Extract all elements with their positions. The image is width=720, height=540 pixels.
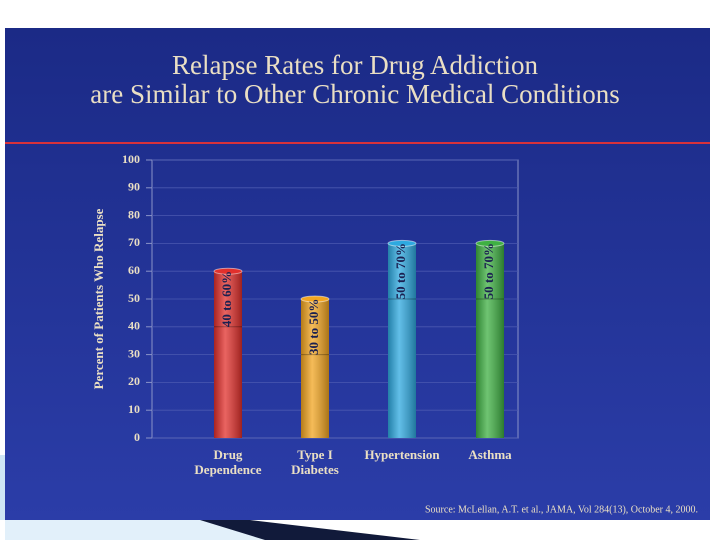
y-tick-label: 40 bbox=[128, 319, 140, 333]
x-tick-label: Dependence bbox=[194, 462, 261, 477]
bar-cap bbox=[387, 239, 417, 247]
data-label: 50 to 70% bbox=[393, 243, 408, 299]
y-tick-label: 10 bbox=[128, 402, 140, 416]
y-tick-label: 100 bbox=[122, 152, 140, 166]
x-tick-label: Type I bbox=[297, 447, 333, 462]
title-line: are Similar to Other Chronic Medical Con… bbox=[90, 79, 619, 109]
bar-shade bbox=[301, 299, 329, 438]
decoration bbox=[5, 520, 270, 540]
bar-shade bbox=[388, 243, 416, 438]
x-tick-label: Hypertension bbox=[364, 447, 440, 462]
bar-cap bbox=[475, 239, 505, 247]
y-tick-label: 20 bbox=[128, 374, 140, 388]
y-tick-label: 0 bbox=[134, 430, 140, 444]
data-label: 30 to 50% bbox=[306, 299, 321, 355]
y-tick-label: 80 bbox=[128, 207, 140, 221]
x-tick-label: Drug bbox=[214, 447, 243, 462]
bar-cap bbox=[300, 295, 330, 303]
y-tick-label: 30 bbox=[128, 346, 140, 360]
source: Source: McLellan, A.T. et al., JAMA, Vol… bbox=[425, 504, 698, 515]
title-line: Relapse Rates for Drug Addiction bbox=[172, 50, 538, 80]
y-tick-label: 50 bbox=[128, 291, 140, 305]
data-label: 50 to 70% bbox=[481, 243, 496, 299]
bar-cap bbox=[213, 267, 243, 275]
y-tick-label: 90 bbox=[128, 180, 140, 194]
y-tick-label: 70 bbox=[128, 235, 140, 249]
data-label: 40 to 60% bbox=[219, 271, 234, 327]
decoration bbox=[200, 520, 420, 540]
bar-shade bbox=[214, 271, 242, 438]
decoration bbox=[0, 455, 5, 520]
y-axis-label: Percent of Patients Who Relapse bbox=[91, 208, 106, 389]
bar-shade bbox=[476, 243, 504, 438]
x-tick-label: Diabetes bbox=[291, 462, 339, 477]
x-tick-label: Asthma bbox=[468, 447, 512, 462]
y-tick-label: 60 bbox=[128, 263, 140, 277]
